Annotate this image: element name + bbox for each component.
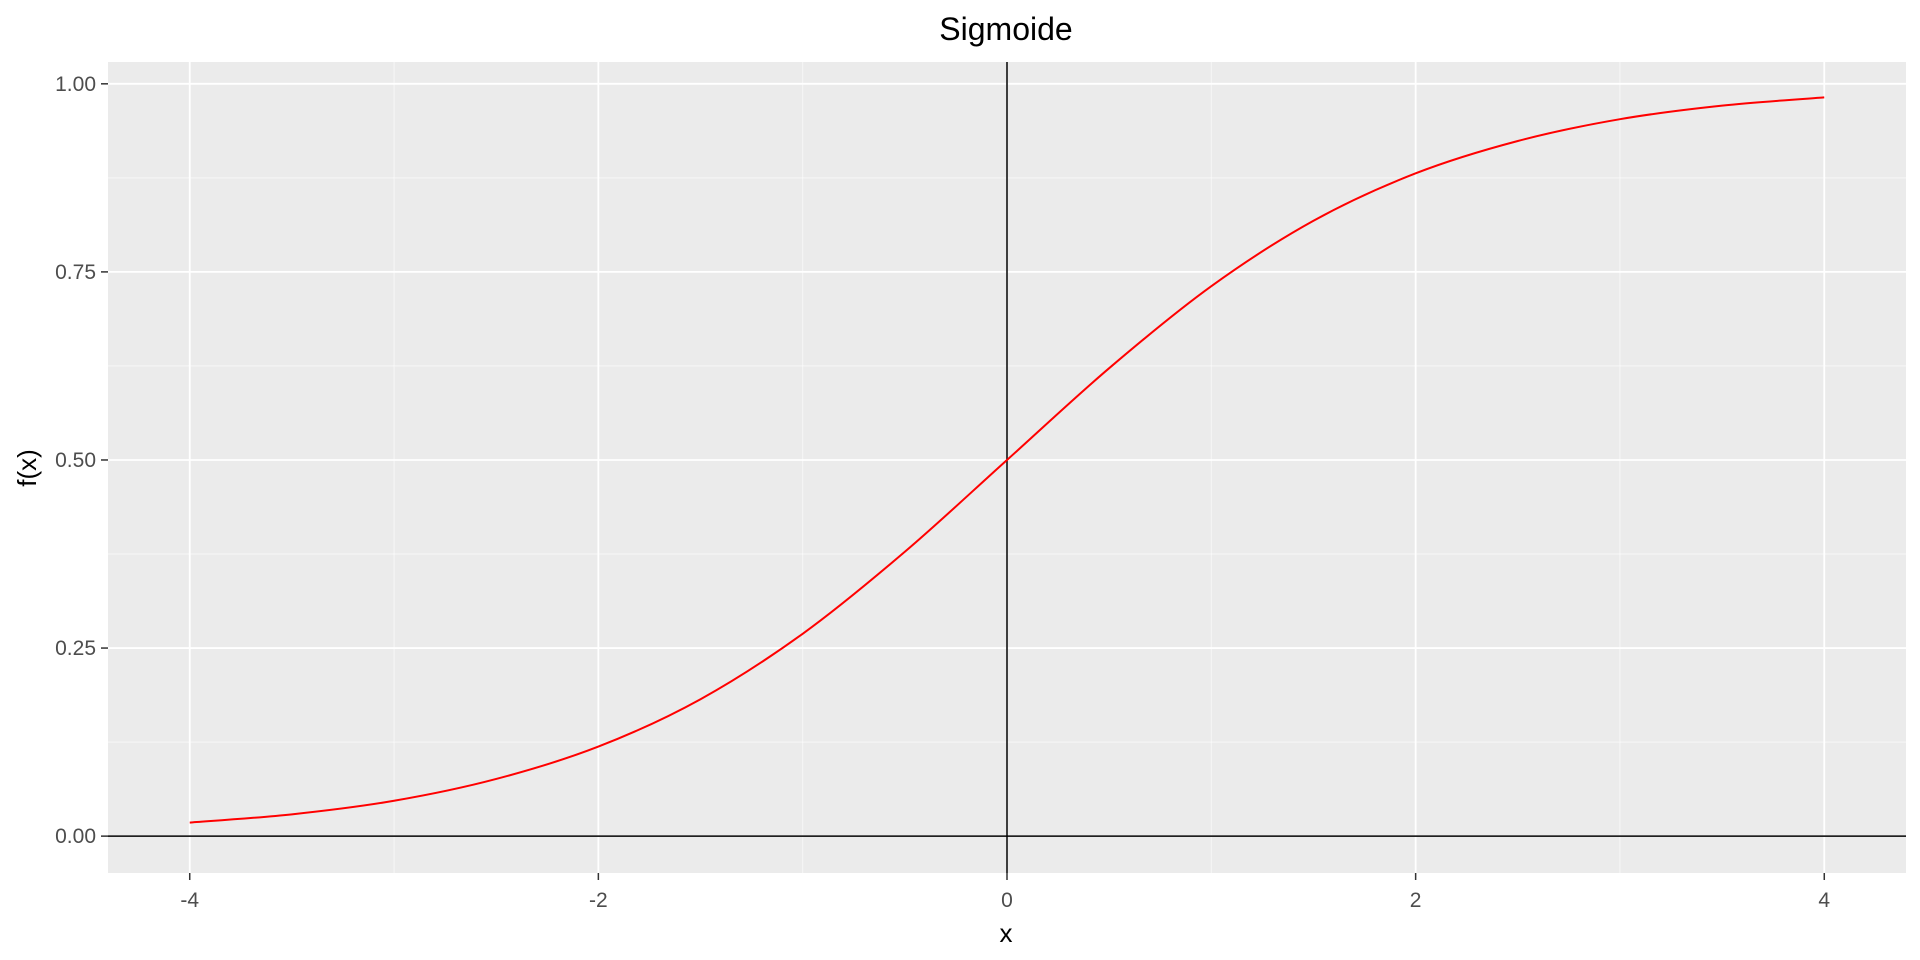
y-tick-label: 1.00 bbox=[55, 73, 96, 96]
curve-point bbox=[495, 778, 497, 780]
curve-point bbox=[1108, 367, 1110, 369]
curve-point bbox=[700, 698, 702, 700]
y-tick-label: 0.00 bbox=[55, 825, 96, 848]
curve-point bbox=[1517, 140, 1519, 142]
curve-point bbox=[1415, 172, 1417, 174]
y-tick-label: 0.75 bbox=[55, 261, 96, 284]
curve-point bbox=[393, 800, 395, 802]
curve-point bbox=[1823, 96, 1825, 98]
curve-point bbox=[1006, 459, 1008, 461]
curve-point bbox=[189, 822, 191, 824]
curve-point bbox=[1210, 285, 1212, 287]
curve-point bbox=[1721, 105, 1723, 107]
curve-point bbox=[802, 633, 804, 635]
y-tick-label: 0.50 bbox=[55, 449, 96, 472]
chart-title: Sigmoide bbox=[939, 11, 1072, 47]
y-tick-label: 0.25 bbox=[55, 637, 96, 660]
x-tick-label: 4 bbox=[1818, 889, 1830, 912]
curve-point bbox=[291, 813, 293, 815]
y-axis-ticks: 0.00 0.25 0.50 0.75 1.00 bbox=[55, 73, 108, 848]
x-tick-label: 2 bbox=[1410, 889, 1422, 912]
sigmoid-curve-line bbox=[189, 96, 1825, 824]
curve-point bbox=[904, 551, 906, 553]
x-axis-ticks: -4 -2 0 2 4 bbox=[180, 873, 1830, 912]
x-axis-label: x bbox=[1000, 918, 1013, 948]
y-axis-label: f(x) bbox=[12, 449, 42, 487]
curve-point bbox=[597, 746, 599, 748]
x-tick-label: 0 bbox=[1001, 889, 1013, 912]
curve-point bbox=[1619, 118, 1621, 120]
x-tick-label: -2 bbox=[589, 889, 608, 912]
x-tick-label: -4 bbox=[180, 889, 199, 912]
curve-point bbox=[1312, 220, 1314, 222]
